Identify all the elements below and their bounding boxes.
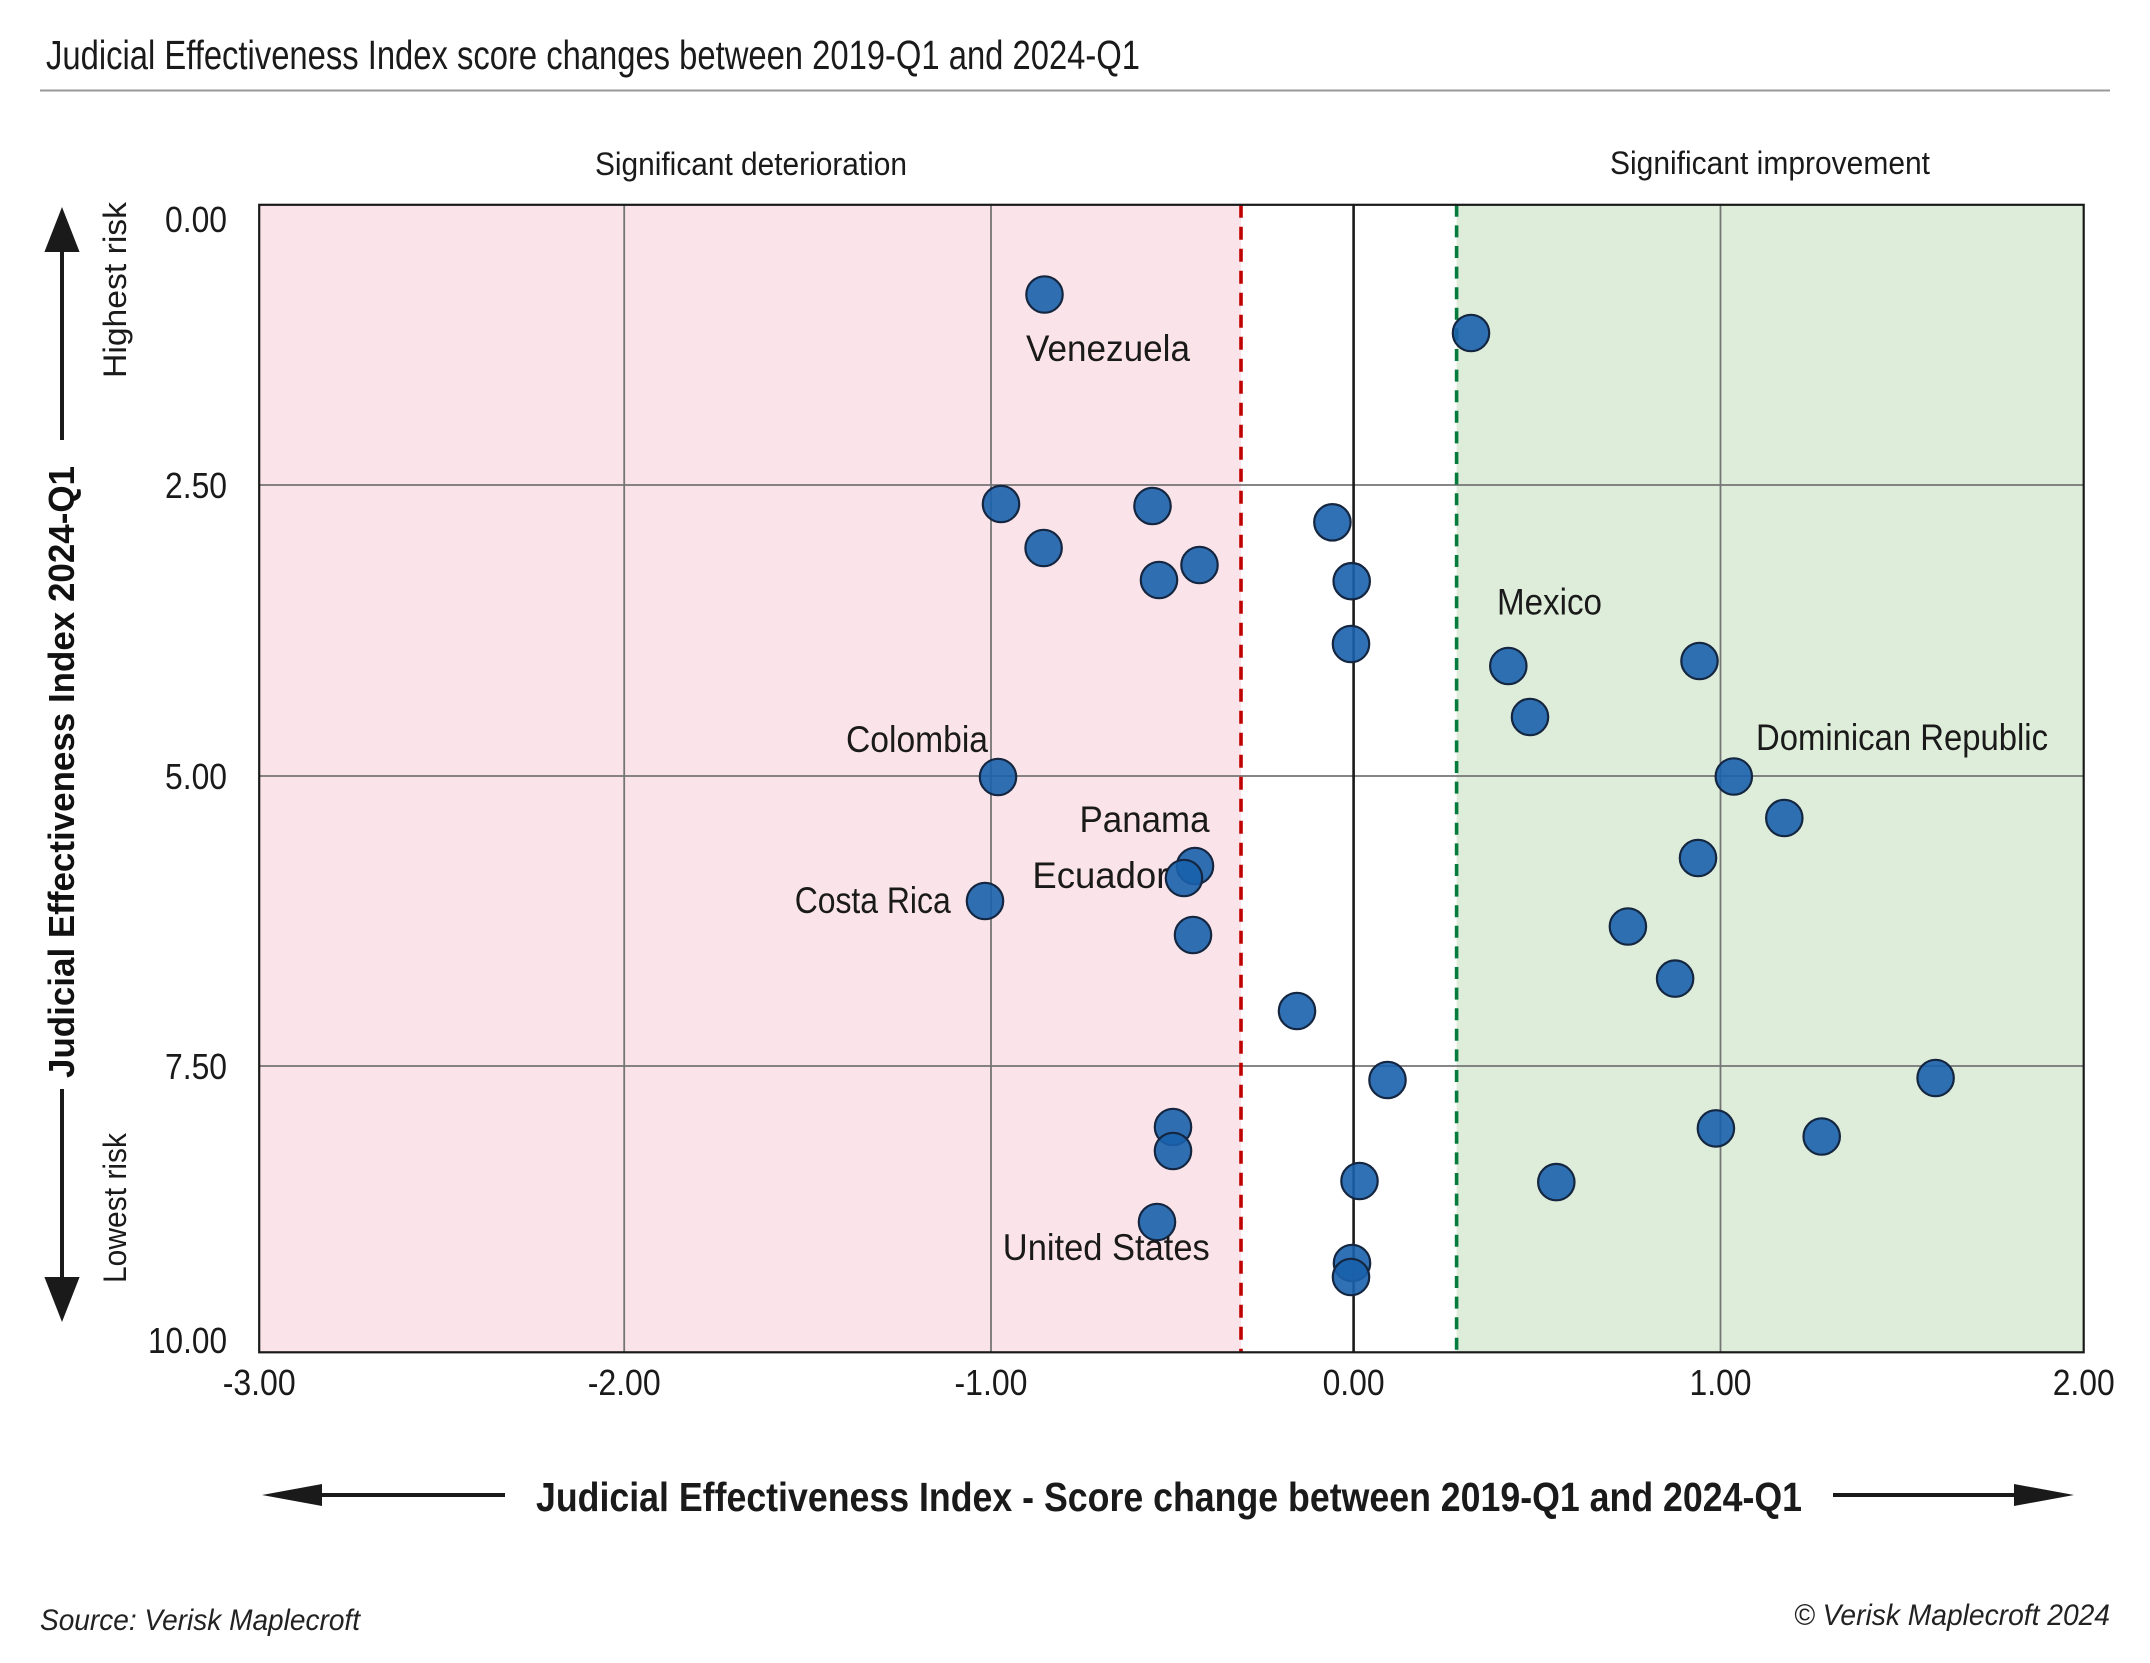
svg-text:-1.00: -1.00 (955, 1362, 1028, 1403)
svg-text:Significant deterioration: Significant deterioration (595, 146, 907, 182)
svg-text:7.50: 7.50 (165, 1046, 227, 1087)
svg-text:United States: United States (1003, 1227, 1210, 1268)
svg-text:2.00: 2.00 (2053, 1362, 2115, 1403)
svg-text:-3.00: -3.00 (223, 1362, 296, 1403)
svg-text:10.00: 10.00 (148, 1320, 227, 1361)
svg-text:© Verisk Maplecroft 2024: © Verisk Maplecroft 2024 (1794, 1599, 2110, 1632)
svg-text:-2.00: -2.00 (588, 1362, 661, 1403)
svg-text:Significant improvement: Significant improvement (1610, 145, 1930, 181)
svg-text:0.00: 0.00 (165, 199, 227, 240)
svg-text:Highest risk: Highest risk (97, 201, 133, 378)
svg-text:Colombia: Colombia (846, 719, 988, 760)
svg-text:Ecuador: Ecuador (1032, 855, 1168, 896)
svg-text:Judicial Effectiveness Index -: Judicial Effectiveness Index - Score cha… (536, 1474, 1802, 1520)
svg-text:1.00: 1.00 (1690, 1362, 1752, 1403)
svg-text:Venezuela: Venezuela (1026, 328, 1190, 369)
svg-text:Costa Rica: Costa Rica (795, 880, 951, 921)
svg-text:2.50: 2.50 (165, 465, 227, 506)
svg-text:Judicial Effectiveness Index s: Judicial Effectiveness Index score chang… (46, 32, 1140, 78)
svg-text:0.00: 0.00 (1323, 1362, 1385, 1403)
svg-text:Dominican Republic: Dominican Republic (1756, 717, 2048, 758)
svg-text:Panama: Panama (1080, 799, 1210, 840)
svg-text:5.00: 5.00 (165, 756, 227, 797)
svg-text:Mexico: Mexico (1497, 582, 1602, 623)
svg-text:Lowest risk: Lowest risk (97, 1132, 133, 1283)
svg-text:Judicial Effectiveness Index 2: Judicial Effectiveness Index 2024-Q1 (41, 466, 82, 1078)
svg-text:Source: Verisk Maplecroft: Source: Verisk Maplecroft (40, 1604, 362, 1637)
